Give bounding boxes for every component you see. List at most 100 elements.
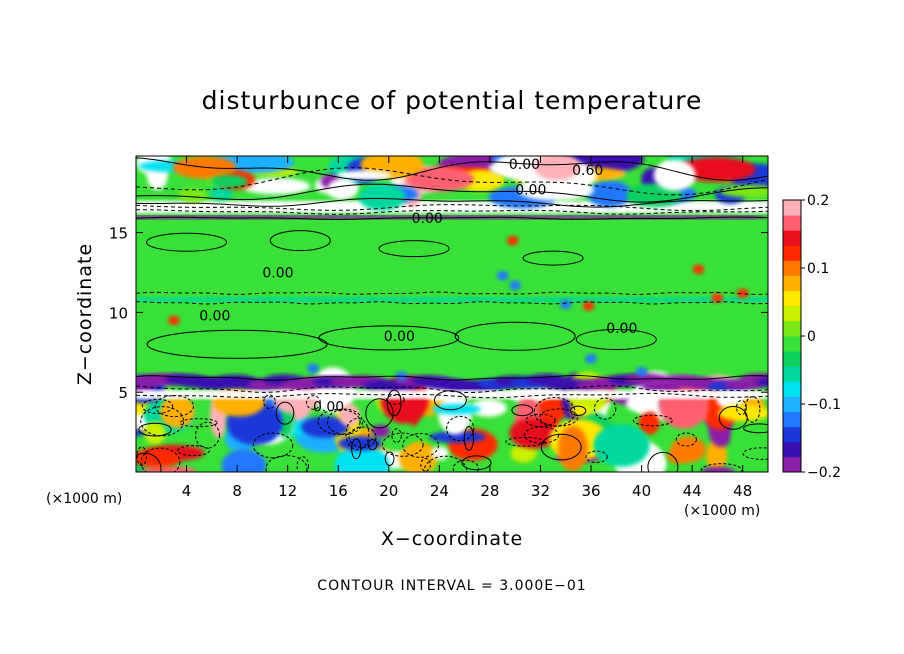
contour-loop [317, 408, 361, 435]
field-cell [701, 466, 735, 472]
y-axis-label: Z−coordinate [74, 242, 96, 386]
contour-loop [454, 321, 576, 351]
field-cell [560, 299, 572, 310]
contour-loop [296, 456, 309, 472]
contour-loop [140, 447, 181, 472]
contour-loop [505, 436, 545, 447]
x-tick-label: 36 [581, 482, 600, 500]
field-cell [653, 159, 696, 191]
colorbar-swatch [783, 245, 801, 261]
contour-loop [382, 432, 424, 457]
contour-loop [263, 394, 276, 410]
field-cell [241, 178, 311, 195]
colorbar-swatch [783, 275, 801, 292]
field-cell [676, 157, 756, 182]
contour-loop [367, 439, 378, 451]
contour-loop [736, 399, 747, 416]
field-cell [334, 445, 390, 472]
contour-interval-note: CONTOUR INTERVAL = 3.000E−01 [317, 578, 587, 594]
field-cell [144, 421, 166, 445]
field-cell [586, 180, 633, 208]
field-cell [136, 447, 182, 468]
contour-line [136, 167, 768, 196]
contour-loop [522, 250, 584, 266]
contour-loop [742, 447, 768, 460]
contour-line [136, 198, 768, 208]
contour-loop [365, 398, 394, 429]
field-cell [168, 315, 180, 326]
field-cell [718, 404, 768, 422]
contour-line [136, 385, 768, 394]
x-axis-label: X−coordinate [380, 528, 524, 550]
colorbar-swatch [783, 456, 801, 473]
x-tick-label: 24 [430, 482, 449, 500]
contour-loop [540, 433, 582, 461]
contour-loop [569, 405, 587, 416]
field-cell [593, 424, 650, 467]
colorbar-tick-label: 0 [807, 329, 816, 345]
x-tick-label: 48 [733, 482, 752, 500]
contour-loop [632, 414, 673, 427]
field-cell [705, 440, 728, 471]
field-cell [509, 280, 521, 291]
contour-label: 0.00 [509, 157, 540, 173]
field-layer [136, 156, 768, 472]
colorbar-tick-label: −0.2 [807, 465, 841, 481]
field-cell [469, 399, 507, 417]
colorbar-swatch [783, 230, 801, 246]
x-tick-label: 12 [278, 482, 297, 500]
field-cell [510, 443, 537, 463]
x-tick-label: 32 [531, 482, 550, 500]
field-cell [736, 390, 768, 399]
field-cell [667, 448, 690, 464]
contour-loop [718, 406, 748, 430]
contour-label-layer: 0.00 0.60 0.00 0.00 0.00 0.00 0.00 0.00 0.00 [199, 157, 637, 416]
x-tick-label: 16 [329, 482, 348, 500]
contour-label: 0.00 [313, 399, 344, 415]
contour-line [136, 375, 768, 381]
field-cell [534, 156, 580, 181]
contour-label: 0.00 [199, 308, 230, 324]
colorbar-swatch [783, 260, 801, 276]
field-cell [507, 235, 519, 246]
colorbar-swatch [783, 215, 801, 231]
field-cell [210, 175, 248, 188]
chart-title: disturbunce of potential temperature [201, 86, 703, 115]
contour-loop [146, 329, 328, 359]
colorbar-tick-label: 0.1 [807, 261, 829, 277]
colorbar-tick-label: −0.1 [807, 397, 841, 413]
contour-line [136, 157, 768, 181]
contour-line [136, 216, 768, 220]
contour-loop [391, 428, 402, 444]
x-tick-label: 44 [683, 482, 702, 500]
x-tick-label: 40 [632, 482, 651, 500]
y-tick-label: 10 [109, 304, 128, 322]
contour-loop [154, 395, 194, 418]
field-cell [761, 298, 768, 302]
contour-line [136, 209, 768, 215]
field-cell [358, 183, 406, 211]
contour-loop [539, 408, 579, 427]
contour-loop [252, 432, 294, 459]
y-axis-ticks: 5 10 15 [109, 225, 768, 402]
field-cell [509, 417, 558, 449]
x-unit-label-right: (×1000 m) [684, 503, 761, 519]
contour-label: 0.00 [606, 321, 637, 337]
contour-loop [265, 455, 308, 472]
field-cell [638, 411, 660, 435]
x-tick-label: 20 [379, 482, 398, 500]
contour-loop [463, 425, 474, 451]
colorbar-swatch [783, 290, 801, 307]
colorbar-swatch [783, 381, 801, 397]
contour-loop [647, 451, 679, 472]
contour-loop [141, 398, 174, 414]
field-cell [745, 297, 768, 302]
contour-loop [402, 433, 440, 458]
y-tick-label: 15 [109, 225, 128, 243]
contour-loop [195, 421, 220, 449]
field-cell [731, 410, 768, 461]
field-cell [178, 187, 207, 203]
contour-loop [452, 459, 479, 472]
contour-loop [433, 390, 467, 411]
colorbar-swatch [783, 426, 801, 443]
